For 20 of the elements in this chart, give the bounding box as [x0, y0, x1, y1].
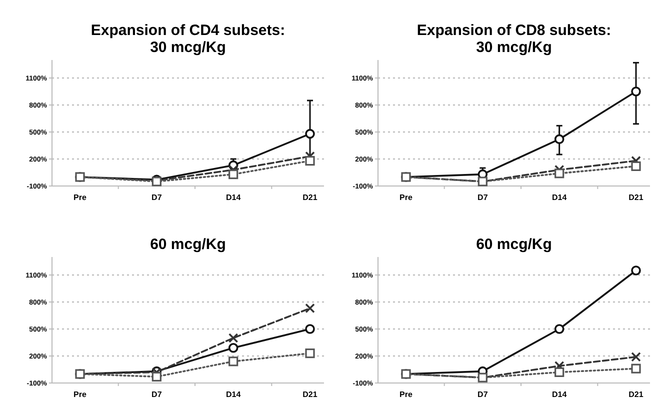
x-tick-label: D7 [152, 390, 162, 399]
chart-title: Expansion of CD8 subsets: 30 mcg/Kg [416, 22, 612, 56]
x-tick-label: D21 [302, 193, 318, 202]
x-tick-label: D21 [628, 193, 644, 202]
x-tick-label: D7 [152, 193, 162, 202]
x-tick-label: D14 [226, 390, 242, 399]
x-tick-label: D21 [302, 390, 318, 399]
x-tick-label: Pre [74, 193, 87, 202]
x-tick-label: D14 [552, 193, 568, 202]
x-tick-label: D14 [552, 390, 568, 399]
x-tick-label: D21 [628, 390, 644, 399]
chart-title: 60 mcg/Kg [150, 236, 226, 253]
x-tick-label: D7 [478, 193, 488, 202]
chart-title: Expansion of CD4 subsets: 30 mcg/Kg [90, 22, 286, 56]
x-tick-label: D14 [226, 193, 242, 202]
x-tick-label: Pre [400, 193, 413, 202]
x-tick-label: Pre [400, 390, 413, 399]
chart-title: 60 mcg/Kg [476, 236, 552, 253]
x-tick-label: D7 [478, 390, 488, 399]
x-tick-label: Pre [74, 390, 87, 399]
